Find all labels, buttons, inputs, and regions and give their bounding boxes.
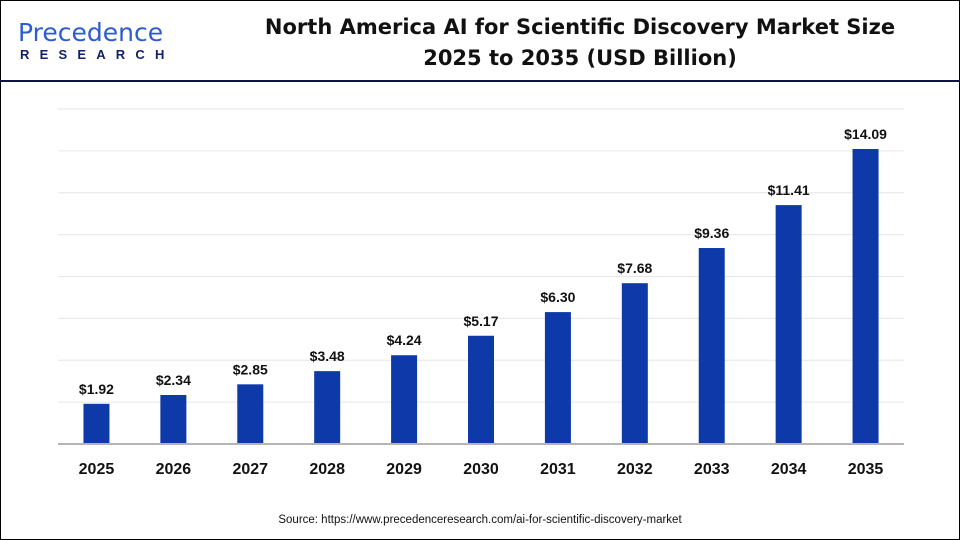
x-tick-label: 2027 bbox=[232, 461, 268, 478]
data-label: $6.30 bbox=[540, 289, 575, 305]
data-label: $5.17 bbox=[463, 313, 498, 329]
header-divider bbox=[0, 80, 960, 82]
x-tick-label: 2028 bbox=[309, 461, 345, 478]
x-tick-label: 2029 bbox=[386, 461, 422, 478]
bar-2028 bbox=[314, 371, 341, 444]
logo-main-text: Precedence bbox=[18, 18, 164, 47]
data-label: $4.24 bbox=[387, 332, 422, 348]
data-label: $11.41 bbox=[768, 182, 810, 198]
data-label: $1.92 bbox=[79, 381, 114, 397]
bar-2035 bbox=[852, 148, 879, 444]
x-tick-label: 2035 bbox=[848, 461, 884, 478]
data-label: $2.85 bbox=[233, 361, 268, 377]
x-tick-label: 2025 bbox=[79, 461, 115, 478]
bar-2034 bbox=[775, 205, 802, 444]
x-tick-label: 2033 bbox=[694, 461, 730, 478]
precedence-research-logo: Precedence RESEARCH bbox=[18, 18, 175, 63]
data-label: $9.36 bbox=[694, 225, 729, 241]
bar-2029 bbox=[391, 355, 418, 444]
title-line-1: North America AI for Scientific Discover… bbox=[264, 15, 896, 39]
x-tick-label: 2030 bbox=[463, 461, 499, 478]
title-line-2: 2025 to 2035 (USD Billion) bbox=[423, 46, 737, 70]
x-tick-label: 2026 bbox=[156, 461, 192, 478]
source-text: Source: https://www.precedenceresearch.c… bbox=[278, 514, 682, 526]
x-tick-label: 2031 bbox=[540, 461, 576, 478]
data-label: $2.34 bbox=[156, 372, 191, 388]
bar-2027 bbox=[237, 384, 264, 444]
x-tick-label: 2034 bbox=[771, 461, 807, 478]
bar-2026 bbox=[160, 395, 187, 444]
x-tick-label: 2032 bbox=[617, 461, 653, 478]
data-label: $3.48 bbox=[310, 348, 345, 364]
bar-2025 bbox=[83, 403, 110, 444]
bar-2032 bbox=[621, 283, 648, 444]
data-label: $14.09 bbox=[844, 126, 887, 142]
bar-2030 bbox=[468, 335, 494, 444]
chart-title: North America AI for Scientific Discover… bbox=[230, 12, 930, 74]
bar-2031 bbox=[544, 312, 571, 444]
logo-sub-text: RESEARCH bbox=[20, 47, 175, 62]
bar-2033 bbox=[698, 248, 725, 444]
data-label: $7.68 bbox=[617, 260, 652, 276]
